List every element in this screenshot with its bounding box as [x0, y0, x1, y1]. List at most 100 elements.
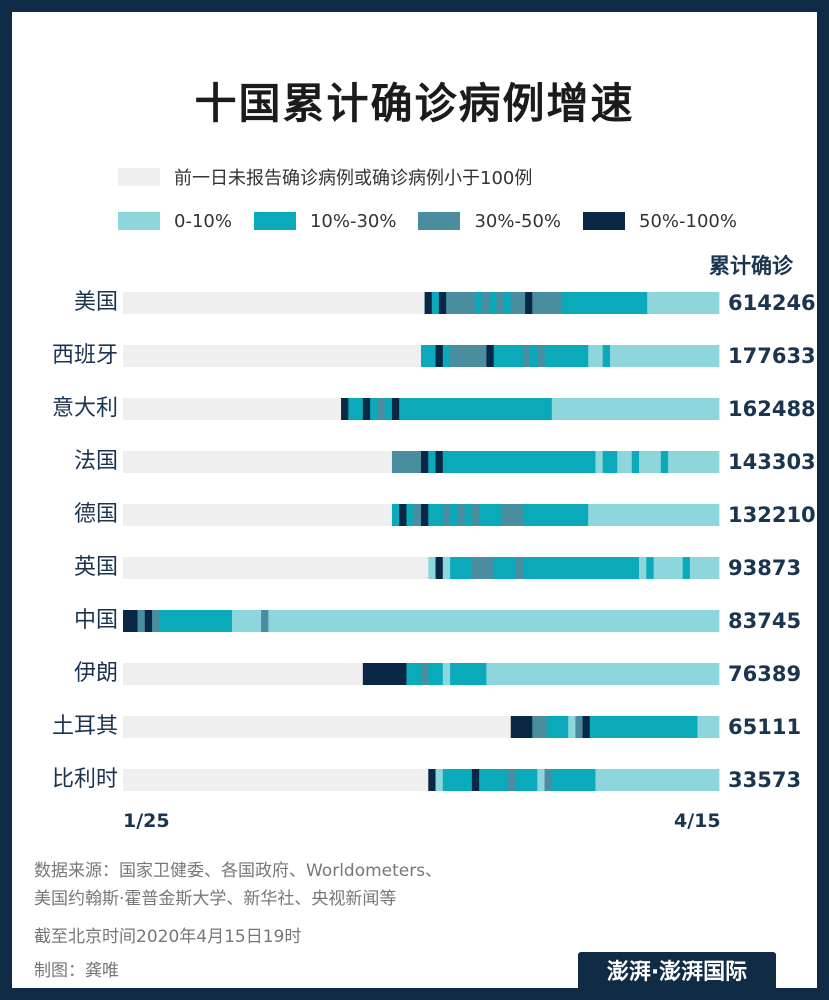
as-of-date: 截至北京时间2020年4月15日19时 — [34, 927, 302, 947]
bar-segment — [123, 398, 342, 420]
bar-segment — [442, 663, 451, 685]
bar-segment — [530, 345, 538, 367]
bar-segment — [471, 769, 480, 791]
bar-segment — [522, 345, 531, 367]
bar-segment — [522, 557, 640, 579]
bar-segment — [457, 504, 466, 526]
bar-segment — [421, 345, 436, 367]
bar-segment — [660, 451, 669, 473]
row-label: 比利时 — [51, 767, 118, 792]
bar-segment — [689, 557, 720, 579]
bar-segment — [515, 557, 524, 579]
bar-segment — [428, 769, 436, 791]
bar-segment — [508, 769, 516, 791]
publisher-logo: 澎湃·澎湃国际 — [578, 952, 776, 988]
bar-segment — [525, 292, 533, 314]
bar-segment — [510, 716, 533, 738]
legend-swatch-10-30 — [253, 212, 296, 230]
bar-segment — [575, 716, 583, 738]
bar-segment — [617, 451, 633, 473]
bar-segment — [653, 557, 684, 579]
bar-segment — [413, 504, 422, 526]
bar-segment — [537, 345, 545, 367]
bar-segment — [442, 451, 596, 473]
bar-segment — [532, 716, 548, 738]
bar-segment — [479, 504, 502, 526]
row-total: 65111 — [728, 715, 802, 739]
bar-segment — [609, 345, 720, 367]
row-label: 西班牙 — [51, 343, 118, 368]
chart-title: 十国累计确诊病例增速 — [194, 79, 635, 128]
bar-segment — [428, 557, 436, 579]
bar-segment — [391, 451, 422, 473]
legend-label-none: 前一日未报告确诊病例或确诊病例小于100例 — [174, 168, 533, 189]
bar-segment — [370, 398, 378, 420]
bar-segment — [268, 610, 720, 632]
bar-segment — [639, 557, 647, 579]
bar-segment — [261, 610, 269, 632]
row-total: 143303 — [728, 450, 816, 474]
bar-segment — [595, 451, 604, 473]
bar-segment — [362, 398, 371, 420]
row-label: 意大利 — [51, 396, 118, 421]
bar-segment — [561, 292, 648, 314]
bar-segment — [631, 451, 640, 473]
bar-segment — [546, 716, 569, 738]
bar-segment — [464, 504, 473, 526]
bar-segment — [123, 769, 429, 791]
bar-segment — [551, 769, 596, 791]
bar-segment — [123, 292, 425, 314]
row-total: 93873 — [728, 556, 802, 580]
bar-segment — [391, 398, 400, 420]
bar-segment — [442, 557, 451, 579]
bar-segment — [232, 610, 262, 632]
bar-segment — [384, 398, 393, 420]
x-axis-start-label: 1/25 — [123, 810, 170, 832]
bar-segment — [450, 345, 487, 367]
bar-segment — [123, 663, 364, 685]
bar-segment — [421, 451, 429, 473]
legend-item-10-30: 10%-30% — [253, 211, 396, 232]
bar-segment — [479, 769, 509, 791]
bar-segment — [544, 769, 553, 791]
bar-segment — [159, 610, 233, 632]
row-total: 177633 — [728, 344, 816, 368]
bar-segment — [406, 663, 422, 685]
row-total: 76389 — [728, 662, 802, 686]
bar-segment — [435, 557, 444, 579]
bar-segment — [428, 504, 444, 526]
bar-segment — [438, 292, 447, 314]
source-line-1: 数据来源：国家卫健委、各国政府、Worldometers、 — [34, 861, 443, 881]
row-total: 162488 — [728, 397, 816, 421]
bar-segment — [424, 292, 433, 314]
bar-segment — [639, 451, 662, 473]
bar-segment — [446, 292, 476, 314]
bar-segment — [471, 557, 495, 579]
legend-item-30-50: 30%-50% — [418, 211, 561, 232]
bar-segment — [144, 610, 153, 632]
bar-segment — [474, 292, 483, 314]
bar-segment — [123, 451, 393, 473]
legend-swatch-0-10 — [118, 212, 160, 230]
row-label: 中国 — [73, 608, 118, 633]
bar-segment — [428, 451, 436, 473]
row-label: 伊朗 — [73, 661, 118, 686]
bar-segment — [595, 769, 720, 791]
bar-segment — [568, 716, 576, 738]
bar-segment — [515, 769, 538, 791]
bar-segment — [450, 663, 487, 685]
bar-segment — [493, 345, 524, 367]
bar-segment — [421, 663, 429, 685]
legend-swatch-50-100 — [583, 212, 625, 230]
bar-segment — [588, 345, 604, 367]
bar-segment — [522, 504, 589, 526]
bar-segment — [442, 504, 451, 526]
bar-segment — [544, 345, 589, 367]
bar-segment — [496, 292, 504, 314]
bar-segment — [442, 769, 473, 791]
bar-segment — [450, 557, 473, 579]
bar-segment — [510, 292, 526, 314]
chart-credit: 制图：龚唯 — [34, 961, 119, 981]
row-label: 法国 — [73, 449, 118, 474]
bar-segment — [668, 451, 720, 473]
